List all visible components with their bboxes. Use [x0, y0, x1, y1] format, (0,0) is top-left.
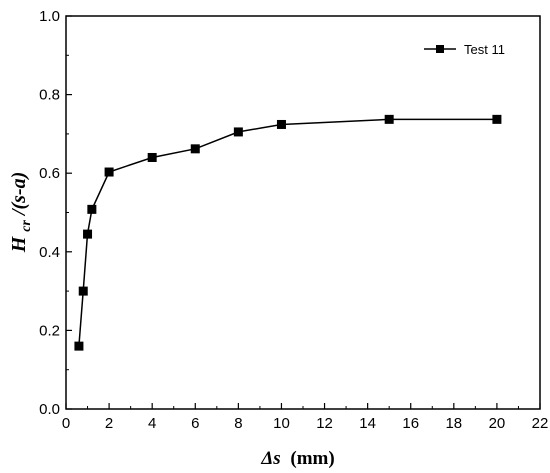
- x-tick-label: 0: [62, 415, 70, 432]
- y-axis-tail: /(s-a): [8, 172, 30, 217]
- x-tick-label: 16: [402, 415, 419, 432]
- series-layer: [74, 114, 502, 351]
- legend: Test 11: [424, 42, 505, 57]
- data-point: [190, 144, 200, 154]
- x-tick-label: 6: [191, 415, 199, 432]
- data-point: [74, 341, 84, 351]
- y-tick-label: 0.8: [39, 87, 60, 104]
- data-point: [384, 114, 394, 124]
- data-point: [87, 204, 97, 214]
- y-tick-label: 0.2: [39, 322, 60, 339]
- y-axis-sub: cr: [19, 220, 34, 232]
- data-point: [78, 286, 88, 296]
- y-tick-label: 0.6: [39, 165, 60, 182]
- data-point: [276, 119, 286, 129]
- legend-label: Test 11: [464, 42, 505, 57]
- x-tick-label: 20: [489, 415, 506, 432]
- x-axis-unit: (mm): [290, 448, 334, 469]
- x-tick-label: 14: [359, 415, 376, 432]
- axis-ticks: [65, 15, 541, 410]
- data-point: [233, 127, 243, 137]
- data-point: [83, 229, 93, 239]
- data-point: [104, 167, 114, 177]
- data-point: [147, 152, 157, 162]
- x-tick-label: 12: [316, 415, 333, 432]
- y-tick-label: 0.0: [39, 401, 60, 418]
- x-tick-label: 10: [273, 415, 290, 432]
- y-tick-label: 1.0: [39, 8, 60, 25]
- y-tick-label: 0.4: [39, 244, 60, 261]
- y-axis-main: H: [8, 235, 30, 253]
- y-axis-title: H cr /(s-a): [8, 172, 35, 254]
- x-axis-title: Δs (mm): [260, 448, 334, 469]
- x-tick-label: 2: [105, 415, 113, 432]
- x-tick-label: 8: [234, 415, 242, 432]
- plot-frame: [65, 15, 541, 410]
- tick-labels: 0 2 4 6 8 10 12 14 16 18 20 22 0.0 0.2 0.4 0.6 0.8 1.0: [39, 8, 548, 432]
- x-tick-label: 18: [445, 415, 462, 432]
- x-tick-label: 22: [532, 415, 549, 432]
- series-line: [78, 118, 497, 347]
- data-point: [492, 114, 502, 124]
- x-axis-symbol: Δs: [260, 448, 280, 469]
- x-tick-label: 4: [148, 415, 156, 432]
- legend-marker: [436, 45, 444, 53]
